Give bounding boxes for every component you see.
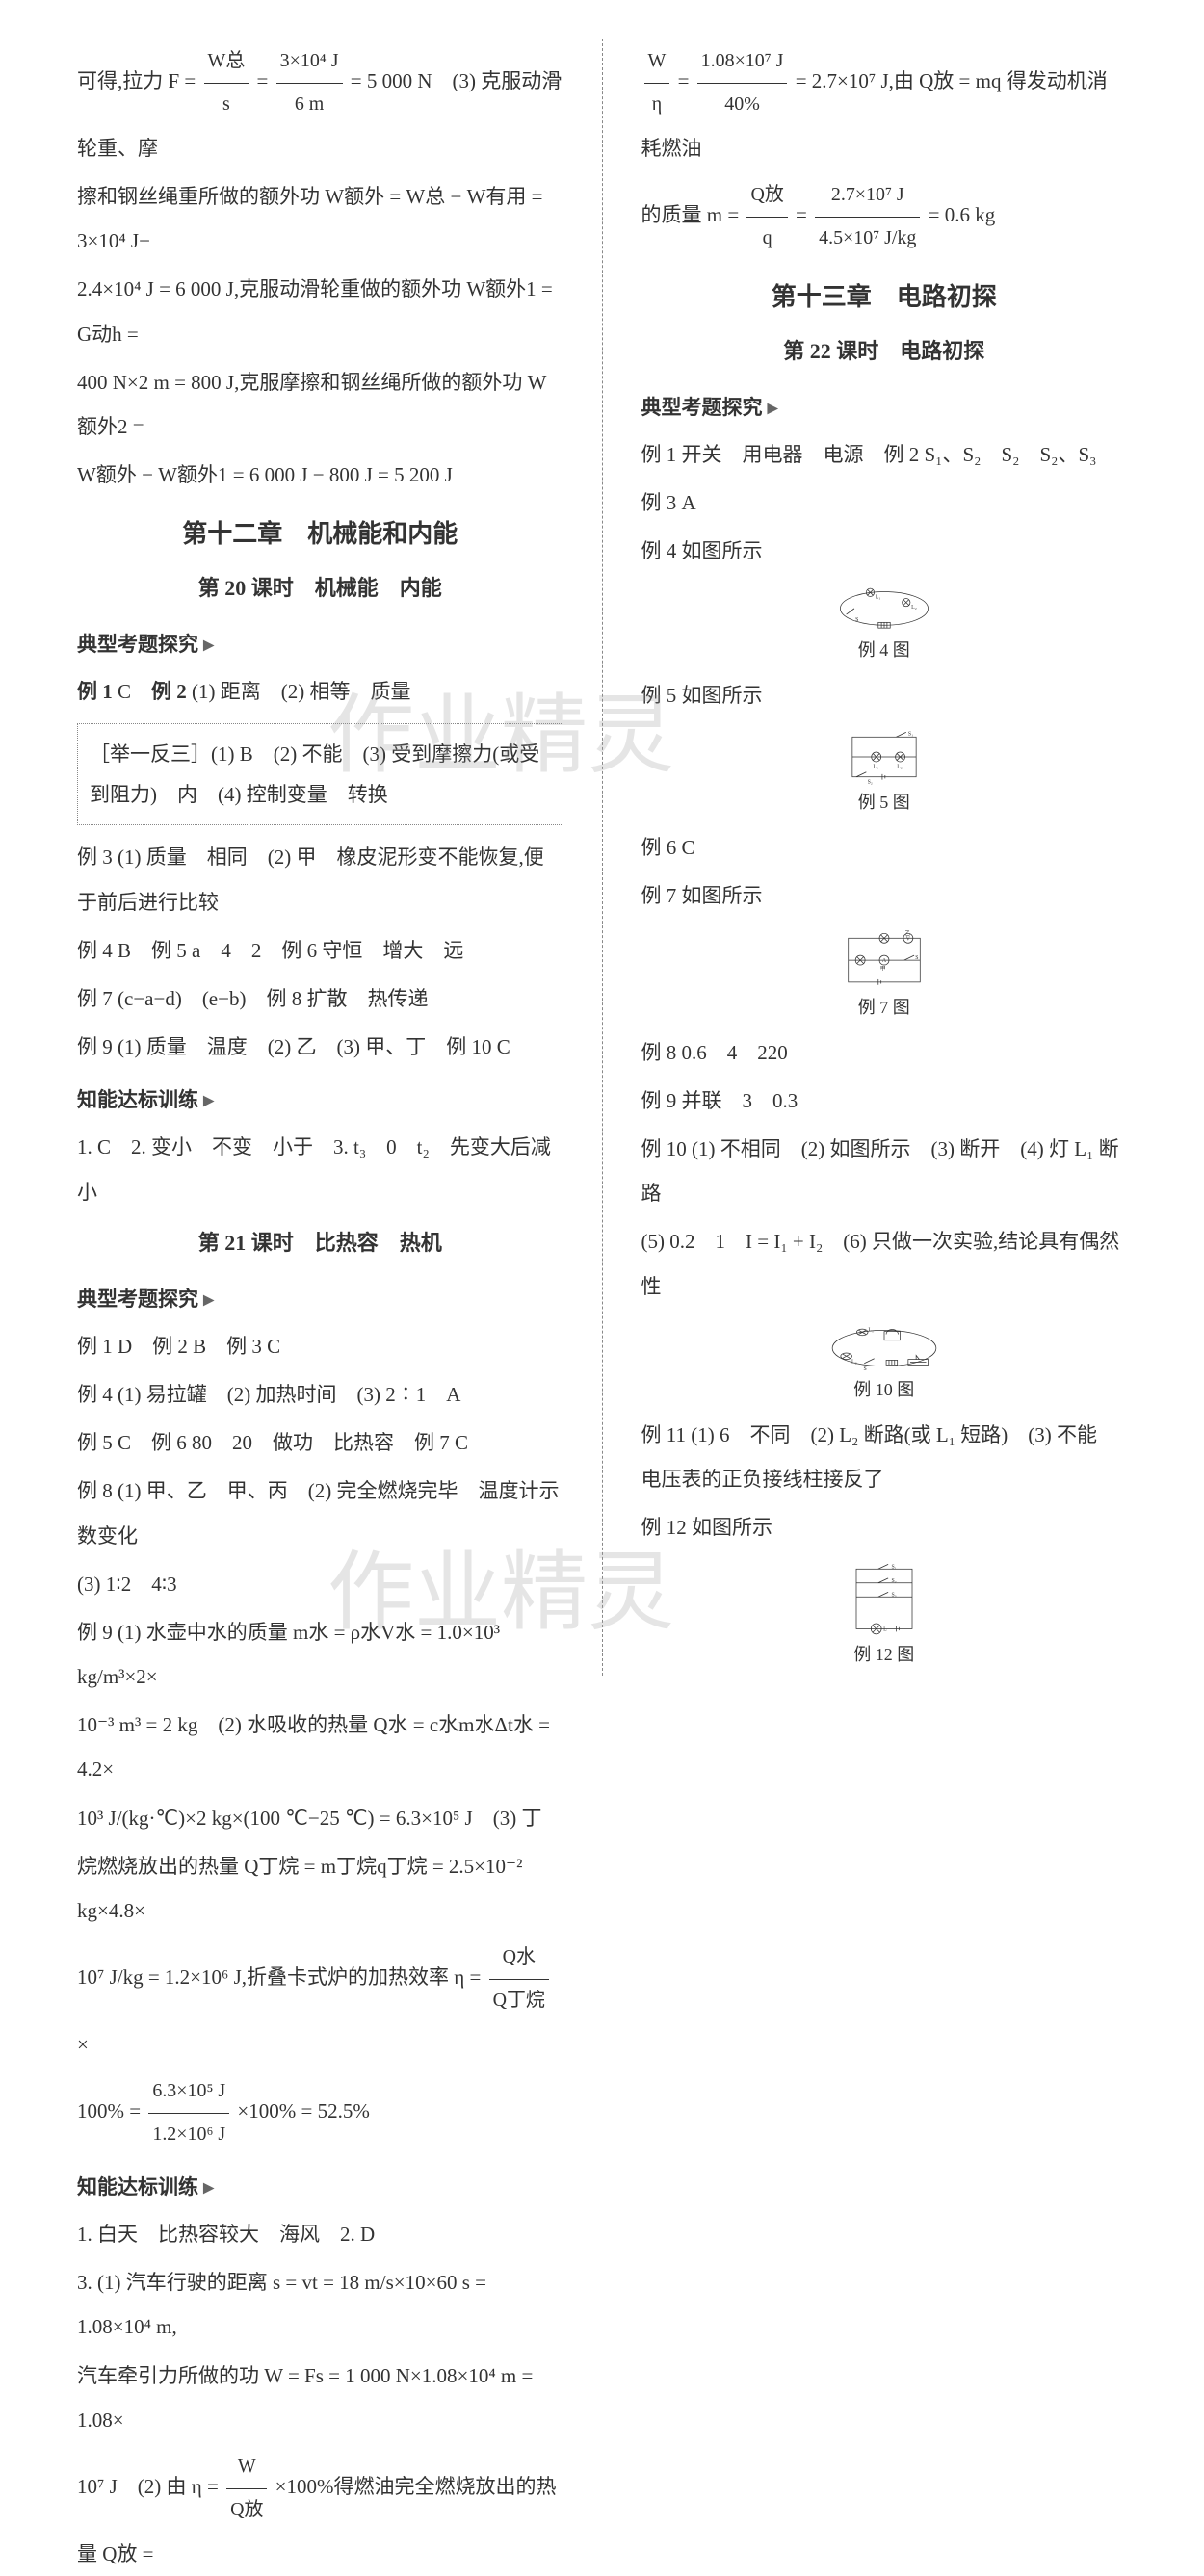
section-header: 典型考题探究 — [77, 1284, 563, 1313]
text-line: 例 4 (1) 易拉罐 (2) 加热时间 (3) 2∶1 A — [77, 1372, 563, 1417]
circuit-diagram-10: L₁ L₂ S — [740, 1320, 1029, 1372]
text-line: 例 7 如图所示 — [641, 873, 1128, 918]
chapter-title: 第十二章 机械能和内能 — [77, 514, 563, 550]
text-line: 10⁷ J/kg = 1.2×10⁶ J,折叠卡式炉的加热效率 η = Q水Q丁… — [77, 1937, 563, 2067]
svg-text:S₂: S₂ — [891, 1578, 896, 1584]
text-line: 2.4×10⁴ J = 6 000 J,克服动滑轮重做的额外功 W额外1 = G… — [77, 267, 563, 355]
svg-text:乙: 乙 — [904, 930, 910, 937]
text-line: (5) 0.2 1 I = I₁ + I₂ (6) 只做一次实验,结论具有偶然性 — [641, 1219, 1128, 1308]
text-line: 汽车牵引力所做的功 W = Fs = 1 000 N×1.08×10⁴ m = … — [77, 2354, 563, 2442]
section-header: 知能达标训练 — [77, 2172, 563, 2200]
left-column: 可得,拉力 F = W总s = 3×10⁴ J6 m = 5 000 N (3)… — [77, 39, 563, 1676]
svg-text:L₂: L₂ — [911, 605, 917, 611]
diagram-caption: 例 10 图 — [641, 1376, 1128, 1401]
circuit-diagram-7: V A 甲 乙 S — [778, 930, 990, 990]
text-line: 例 1 开关 用电器 电源 例 2 S₁、S₂ S₂ S₂、S₃ — [641, 432, 1128, 477]
section-header: 典型考题探究 — [77, 629, 563, 658]
svg-text:A: A — [882, 958, 887, 964]
two-column-layout: 可得,拉力 F = W总s = 3×10⁴ J6 m = 5 000 N (3)… — [77, 39, 1127, 1676]
text-line: 例 4 B 例 5 a 4 2 例 6 守恒 增大 远 — [77, 928, 563, 973]
svg-text:S: S — [863, 1366, 866, 1372]
diagram-caption: 例 5 图 — [641, 789, 1128, 814]
text-line: 例 4 如图所示 — [641, 529, 1128, 573]
text-line: 烷燃烧放出的热量 Q丁烷 = m丁烷q丁烷 = 2.5×10⁻² kg×4.8× — [77, 1844, 563, 1933]
text-line: (3) 1∶2 4∶3 — [77, 1562, 563, 1606]
text-line: 例 5 C 例 6 80 20 做功 比热容 例 7 C — [77, 1420, 563, 1465]
svg-text:V: V — [906, 936, 911, 942]
diagram-caption: 例 12 图 — [641, 1641, 1128, 1666]
text-line: 例 7 (c−a−d) (e−b) 例 8 扩散 热传递 — [77, 976, 563, 1021]
svg-text:甲: 甲 — [880, 965, 886, 972]
diagram-caption: 例 4 图 — [641, 637, 1128, 662]
example-box: ［举一反三］(1) B (2) 不能 (3) 受到摩擦力(或受到阻力) 内 (4… — [77, 723, 563, 825]
svg-text:S: S — [915, 954, 918, 960]
svg-text:L: L — [883, 1627, 887, 1633]
svg-text:L₁: L₁ — [876, 595, 881, 601]
svg-text:S₂: S₂ — [867, 780, 872, 786]
svg-text:L₁: L₁ — [873, 765, 878, 770]
svg-text:S₁: S₁ — [891, 1565, 896, 1571]
svg-text:L₁: L₁ — [868, 1327, 874, 1333]
text-line: 100% = 6.3×10⁵ J1.2×10⁶ J ×100% = 52.5% — [77, 2070, 563, 2156]
lesson-title: 第 20 课时 机械能 内能 — [77, 571, 563, 602]
text-line: 400 N×2 m = 800 J,克服摩擦和钢丝绳所做的额外功 W额外2 = — [77, 360, 563, 449]
text-line: 擦和钢丝绳重所做的额外功 W额外 = W总 − W有用 = 3×10⁴ J− — [77, 174, 563, 263]
text-line: 10⁻³ m³ = 2 kg (2) 水吸收的热量 Q水 = c水m水Δt水 =… — [77, 1703, 563, 1791]
text-line: 例 6 C — [641, 825, 1128, 870]
circuit-diagram-12: S₁ S₂ S₃ L — [798, 1561, 971, 1637]
text-line: 1. 白天 比热容较大 海风 2. D — [77, 2212, 563, 2256]
text-line: 10³ J/(kg·℃)×2 kg×(100 ℃−25 ℃) = 6.3×10⁵… — [77, 1796, 563, 1840]
circuit-diagram-4: L₁ L₂ S — [759, 585, 1009, 633]
column-divider — [602, 39, 603, 1676]
text-line: 10⁷ J (2) 由 η = WQ放 ×100%得燃油完全燃烧放出的热量 Q放… — [77, 2446, 563, 2576]
chapter-title: 第十三章 电路初探 — [641, 277, 1128, 313]
svg-text:L₂: L₂ — [897, 765, 903, 770]
text-line: 例 5 如图所示 — [641, 673, 1128, 717]
text-line: 例 9 (1) 水壶中水的质量 m水 = ρ水V水 = 1.0×10³ kg/m… — [77, 1610, 563, 1699]
svg-text:S: S — [855, 617, 858, 623]
text-line: 例 8 0.6 4 220 — [641, 1030, 1128, 1075]
text-line: 的质量 m = Q放q = 2.7×10⁷ J4.5×10⁷ J/kg = 0.… — [641, 174, 1128, 260]
text-line: 例 1 C 例 2 (1) 距离 (2) 相等 质量 — [77, 669, 563, 714]
text-line: 可得,拉力 F = W总s = 3×10⁴ J6 m = 5 000 N (3)… — [77, 40, 563, 170]
svg-text:S₁: S₁ — [908, 732, 913, 738]
text-line: 例 12 如图所示 — [641, 1505, 1128, 1549]
text-line: 例 3 A — [641, 481, 1128, 525]
svg-text:S₃: S₃ — [891, 1593, 896, 1599]
diagram-caption: 例 7 图 — [641, 994, 1128, 1019]
text-line: 3. (1) 汽车行驶的距离 s = vt = 18 m/s×10×60 s =… — [77, 2260, 563, 2349]
text-line: 1. C 2. 变小 不变 小于 3. t₃ 0 t₂ 先变大后减小 — [77, 1125, 563, 1213]
circuit-diagram-5: S₁ S₂ L₁ L₂ — [788, 729, 981, 785]
lesson-title: 第 21 课时 比热容 热机 — [77, 1226, 563, 1257]
text-line: W额外 − W额外1 = 6 000 J − 800 J = 5 200 J — [77, 453, 563, 497]
text-line: 例 1 D 例 2 B 例 3 C — [77, 1324, 563, 1368]
text-line: 例 9 并联 3 0.3 — [641, 1079, 1128, 1123]
text-line: 例 9 (1) 质量 温度 (2) 乙 (3) 甲、丁 例 10 C — [77, 1025, 563, 1069]
text-line: 例 11 (1) 6 不同 (2) L₂ 断路(或 L₁ 短路) (3) 不能 … — [641, 1413, 1128, 1501]
section-header: 典型考题探究 — [641, 392, 1128, 421]
svg-text:L₂: L₂ — [851, 1360, 857, 1366]
text-line: 例 10 (1) 不相同 (2) 如图所示 (3) 断开 (4) 灯 L₁ 断路 — [641, 1127, 1128, 1215]
section-header: 知能达标训练 — [77, 1084, 563, 1113]
lesson-title: 第 22 课时 电路初探 — [641, 334, 1128, 365]
text-line: Wη = 1.08×10⁷ J40% = 2.7×10⁷ J,由 Q放 = mq… — [641, 40, 1128, 170]
text-line: 例 3 (1) 质量 相同 (2) 甲 橡皮泥形变不能恢复,便于前后进行比较 — [77, 835, 563, 924]
right-column: Wη = 1.08×10⁷ J40% = 2.7×10⁷ J,由 Q放 = mq… — [641, 39, 1128, 1676]
text-line: 例 8 (1) 甲、乙 甲、丙 (2) 完全燃烧完毕 温度计示数变化 — [77, 1469, 563, 1557]
